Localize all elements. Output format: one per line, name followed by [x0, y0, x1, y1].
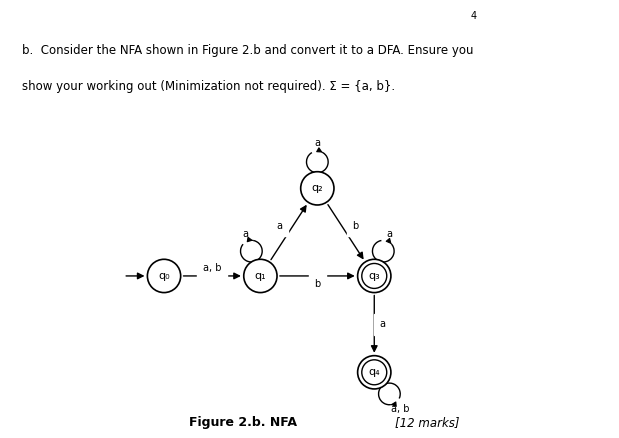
- Text: q₀: q₀: [158, 271, 170, 281]
- Text: show your working out (Minimization not required). Σ = {a, b}.: show your working out (Minimization not …: [22, 80, 396, 93]
- Text: ↺: ↺: [582, 9, 592, 22]
- Text: b: b: [314, 279, 321, 289]
- Text: q₁: q₁: [254, 271, 266, 281]
- Text: q₂: q₂: [311, 184, 323, 193]
- Circle shape: [358, 356, 391, 389]
- Text: q₃: q₃: [368, 271, 380, 281]
- Text: a, b: a, b: [391, 404, 409, 414]
- Text: a: a: [276, 221, 282, 230]
- Text: q₄: q₄: [368, 367, 380, 377]
- Text: a: a: [314, 138, 320, 148]
- Circle shape: [244, 259, 277, 293]
- Text: <: <: [455, 11, 463, 21]
- Circle shape: [358, 259, 391, 293]
- Text: Figure 2.b. NFA: Figure 2.b. NFA: [189, 416, 297, 429]
- Text: Page: Page: [424, 11, 448, 21]
- Text: of 8: of 8: [508, 11, 526, 21]
- Text: b: b: [352, 221, 358, 230]
- Circle shape: [301, 172, 334, 205]
- Circle shape: [147, 259, 181, 293]
- Text: a: a: [379, 319, 385, 329]
- Text: a: a: [387, 229, 392, 239]
- Text: >: >: [492, 11, 500, 21]
- Text: b.  Consider the NFA shown in Figure 2.b and convert it to a DFA. Ensure you: b. Consider the NFA shown in Figure 2.b …: [22, 44, 474, 57]
- Text: 4: 4: [470, 11, 477, 21]
- Text: a: a: [242, 229, 248, 239]
- Text: a, b: a, b: [203, 263, 222, 273]
- Text: [12 marks]: [12 marks]: [394, 416, 459, 429]
